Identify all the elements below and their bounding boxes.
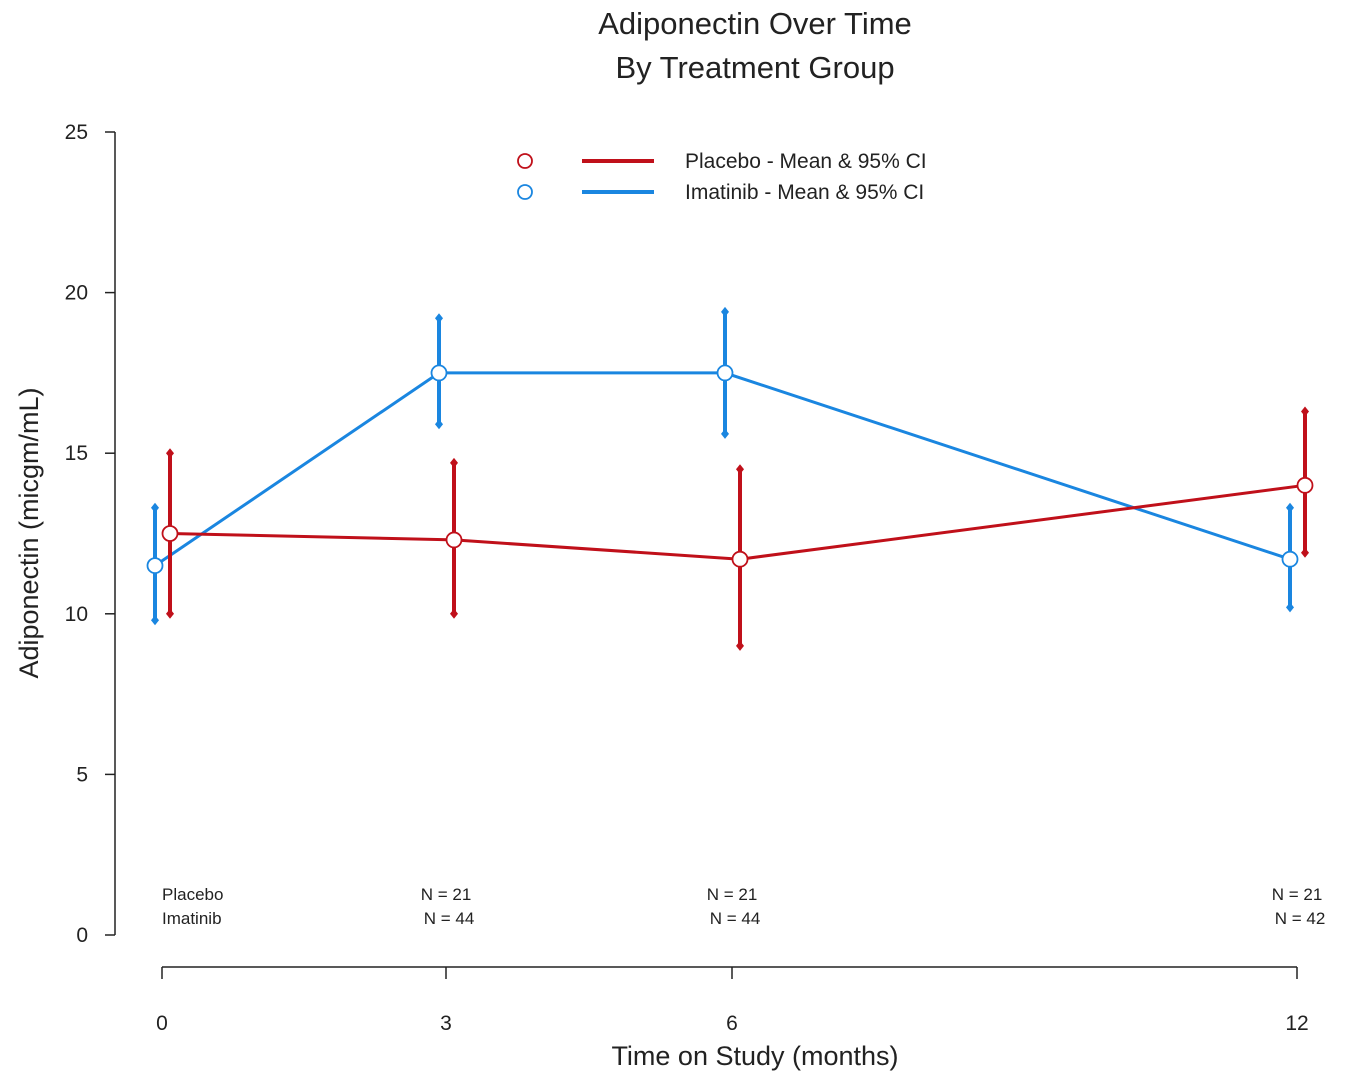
x-tick-label: 12	[1285, 1012, 1308, 1035]
ci-high-marker	[1301, 406, 1309, 417]
n-count-label: N = 21	[421, 885, 472, 904]
y-axis-label: Adiponectin (micgm/mL)	[14, 387, 44, 678]
y-ticks: 0 5 10 15 20 25	[65, 121, 115, 947]
x-tick-label: 0	[156, 1012, 168, 1035]
legend: Placebo - Mean & 95% CI Imatinib - Mean &…	[517, 150, 927, 204]
n-table: Placebo Imatinib N = 21 N = 44 N = 21 N = 44 N…	[162, 885, 1325, 928]
y-tick-label: 25	[65, 121, 88, 144]
n-count-label: N = 44	[424, 909, 475, 928]
y-tick-label: 10	[65, 603, 88, 626]
series-layer	[146, 306, 1314, 651]
mean-point	[445, 531, 463, 549]
ci-high-marker	[166, 448, 174, 459]
y-tick-label: 15	[65, 442, 88, 465]
ci-low-marker	[736, 640, 744, 651]
n-row-label: Imatinib	[162, 909, 222, 928]
n-row-label: Placebo	[162, 885, 223, 904]
n-count-label: N = 21	[1272, 885, 1323, 904]
legend-label: Placebo - Mean & 95% CI	[685, 150, 927, 173]
ci-high-marker	[450, 457, 458, 468]
ci-high-marker	[1286, 502, 1294, 513]
x-tick-label: 6	[726, 1012, 738, 1035]
series-line	[169, 483, 1306, 561]
ci-low-marker	[151, 615, 159, 626]
mean-point	[716, 364, 734, 382]
series-group	[161, 406, 1314, 651]
ci-low-marker	[435, 419, 443, 430]
mean-point	[430, 364, 448, 382]
chart-title-line-1: Adiponectin Over Time	[598, 6, 912, 41]
x-ticks: 0 3 6 12	[156, 967, 1309, 1035]
x-axis-label: Time on Study (months)	[611, 1041, 898, 1071]
chart-title-line-2: By Treatment Group	[615, 50, 894, 85]
y-tick-label: 5	[76, 763, 88, 786]
ci-high-marker	[721, 306, 729, 317]
n-count-label: N = 42	[1275, 909, 1326, 928]
series-group	[146, 306, 1299, 626]
mean-point	[1281, 550, 1299, 568]
y-tick-label: 20	[65, 282, 88, 305]
x-tick-label: 3	[440, 1012, 452, 1035]
y-tick-label: 0	[76, 924, 88, 947]
legend-marker	[517, 153, 533, 169]
mean-point	[1296, 476, 1314, 494]
ci-low-marker	[166, 608, 174, 619]
ci-low-marker	[1301, 547, 1309, 558]
ci-low-marker	[721, 428, 729, 439]
ci-low-marker	[1286, 602, 1294, 613]
n-count-label: N = 44	[710, 909, 761, 928]
legend-label: Imatinib - Mean & 95% CI	[685, 181, 924, 204]
n-count-label: N = 21	[707, 885, 758, 904]
series-line	[154, 371, 1291, 567]
legend-marker	[517, 184, 533, 200]
ci-high-marker	[736, 464, 744, 475]
ci-high-marker	[435, 313, 443, 324]
mean-point	[161, 525, 179, 542]
mean-point	[146, 557, 164, 575]
ci-low-marker	[450, 608, 458, 619]
ci-high-marker	[151, 502, 159, 513]
mean-point	[731, 550, 749, 568]
